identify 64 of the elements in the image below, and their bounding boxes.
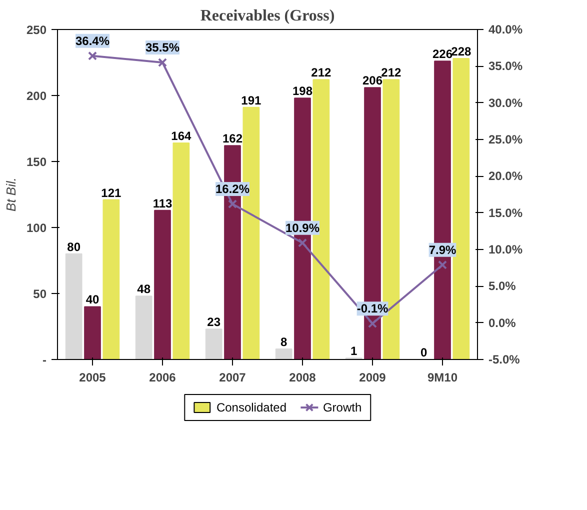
y2-tick-label: 15.0% xyxy=(488,206,523,220)
point xyxy=(158,58,168,68)
point xyxy=(88,51,98,60)
point xyxy=(228,200,238,209)
bar xyxy=(154,210,171,360)
x-tick-label: 9M10 xyxy=(427,370,458,384)
x-tick-label: 2005 xyxy=(79,370,106,384)
bar xyxy=(102,199,120,360)
data-label: 16.2% xyxy=(215,182,250,196)
y-axis-title: Bt Bil. xyxy=(3,178,18,212)
data-label: 226 xyxy=(432,47,453,62)
data-label: 48 xyxy=(137,282,151,296)
data-label: 212 xyxy=(311,66,332,80)
data-label: 0 xyxy=(420,346,428,360)
legend-label: Growth xyxy=(322,400,362,414)
data-label: 164 xyxy=(171,129,192,144)
chart-title: Receivables (Gross) xyxy=(200,8,335,24)
y2-tick-label: 20.0% xyxy=(488,169,523,184)
data-label: 40 xyxy=(86,292,100,307)
data-label: 35.5% xyxy=(145,40,180,54)
y-tick-label: - xyxy=(42,353,47,367)
y2-tick-label: 25.0% xyxy=(488,132,523,146)
y-tick-label: 100 xyxy=(26,221,47,235)
data-label: -0.1% xyxy=(356,302,389,316)
data-label: 7.9% xyxy=(428,242,457,257)
point xyxy=(438,260,448,270)
y2-tick-label: 5.0% xyxy=(488,279,516,294)
x-tick-label: 2006 xyxy=(149,370,176,384)
bar xyxy=(275,348,292,360)
data-label: 113 xyxy=(152,196,173,210)
y2-tick-label: 0.0% xyxy=(488,316,516,330)
bar xyxy=(135,296,152,360)
bar xyxy=(172,142,190,360)
y2-tick-label: 10.0% xyxy=(488,242,523,256)
data-label: 198 xyxy=(292,84,313,98)
bar xyxy=(205,328,222,360)
x-tick-label: 2009 xyxy=(359,370,386,384)
x-tick-label: 2007 xyxy=(219,370,246,384)
data-label: 121 xyxy=(101,186,122,200)
y2-tick-label: -5.0% xyxy=(488,352,520,366)
point xyxy=(368,319,378,328)
y-tick-label: 200 xyxy=(26,89,47,103)
y2-tick-label: 30.0% xyxy=(488,96,523,110)
y2-tick-label: 40.0% xyxy=(488,22,523,36)
data-label: 8 xyxy=(280,334,288,349)
data-label: 36.4% xyxy=(75,34,110,48)
y2-tick-label: 35.0% xyxy=(488,59,523,74)
data-label: 191 xyxy=(241,93,262,108)
data-label: 1 xyxy=(350,344,358,358)
data-label: 80 xyxy=(67,240,81,254)
bar xyxy=(65,253,82,360)
data-label: 10.9% xyxy=(285,220,320,235)
y-tick-label: 250 xyxy=(26,23,47,37)
data-label: 212 xyxy=(381,66,402,80)
data-label: 162 xyxy=(222,132,243,146)
y-tick-label: 50 xyxy=(33,287,47,301)
legend-label: Consolidated xyxy=(216,400,287,414)
data-label: 23 xyxy=(207,315,221,330)
data-label: 228 xyxy=(451,44,472,59)
data-label: 206 xyxy=(362,74,383,88)
point xyxy=(298,238,308,248)
bar xyxy=(84,306,101,360)
x-tick-label: 2008 xyxy=(289,370,316,384)
y-tick-label: 150 xyxy=(26,155,47,169)
